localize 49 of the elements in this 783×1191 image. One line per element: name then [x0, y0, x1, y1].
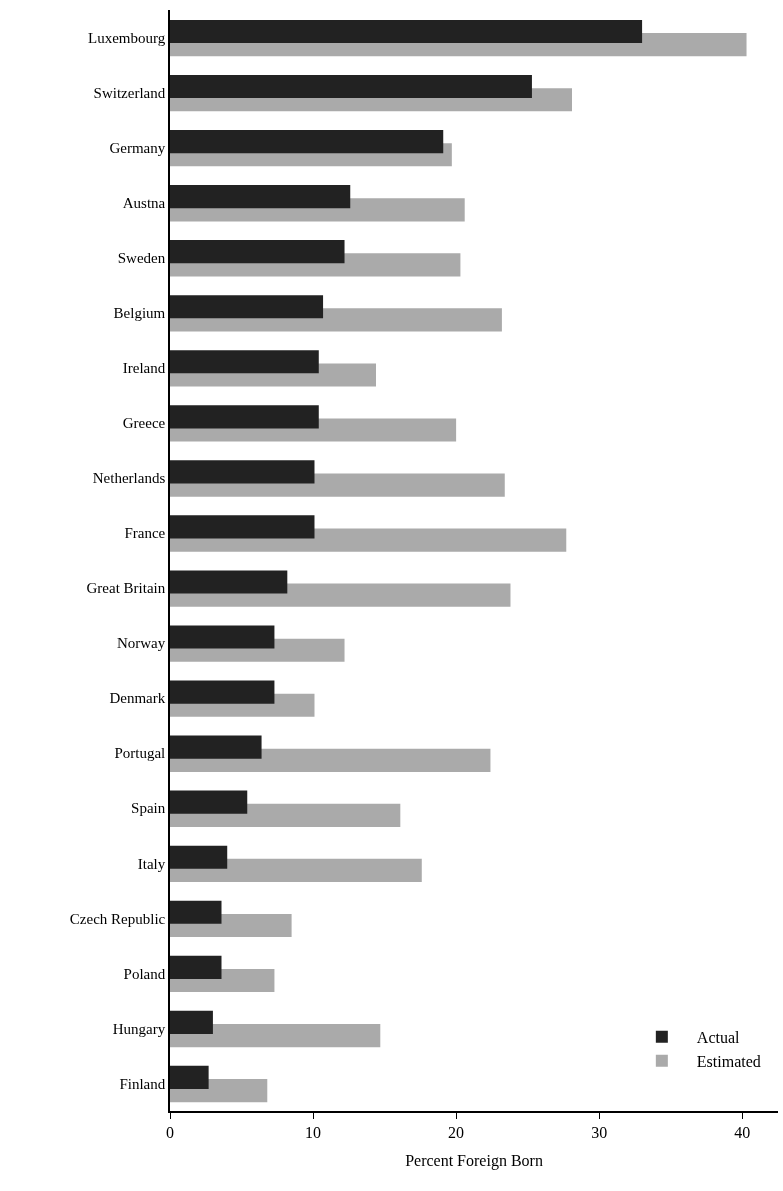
- bar: [170, 19, 643, 44]
- x-tick-label: 30: [591, 1123, 608, 1141]
- y-tick-label: Italy: [137, 855, 166, 872]
- bar: [170, 955, 222, 979]
- y-tick-label: France: [124, 525, 166, 542]
- bar: [170, 1024, 381, 1048]
- y-tick-label: Greece: [122, 415, 166, 432]
- bar: [170, 735, 262, 759]
- y-tick-label: Luxembourg: [88, 29, 166, 46]
- y-tick-label: Great Britain: [86, 580, 166, 597]
- legend-label: Estimated: [696, 1052, 761, 1070]
- bar: [170, 1065, 209, 1089]
- y-tick-label: Norway: [116, 635, 166, 652]
- y-tick-label: Czech Republic: [69, 910, 166, 927]
- bar: [170, 790, 248, 814]
- bar: [170, 1010, 213, 1034]
- bar: [170, 625, 275, 649]
- bar: [170, 74, 532, 99]
- y-tick-label: Finland: [119, 1075, 166, 1092]
- x-axis-title: Percent Foreign Born: [405, 1152, 543, 1171]
- y-tick-label: Austna: [122, 194, 166, 211]
- y-tick-label: Hungary: [112, 1020, 166, 1037]
- y-tick-label: Switzerland: [93, 84, 166, 101]
- bar: [170, 845, 228, 869]
- x-tick-label: 20: [448, 1123, 465, 1141]
- bar: [170, 680, 275, 704]
- x-tick-label: 10: [305, 1123, 322, 1141]
- y-tick-label: Germany: [109, 139, 166, 156]
- x-tick-label: 40: [734, 1123, 751, 1141]
- y-tick-label: Spain: [131, 800, 166, 817]
- bar: [170, 240, 345, 264]
- bar: [170, 570, 288, 594]
- bar: [170, 350, 319, 374]
- y-tick-label: Netherlands: [92, 470, 166, 487]
- bar: [170, 515, 315, 539]
- bar: [170, 295, 324, 319]
- y-tick-label: Sweden: [117, 249, 166, 266]
- bar: [170, 130, 444, 154]
- bar: [170, 900, 222, 924]
- bar: [170, 185, 351, 209]
- y-tick-label: Poland: [123, 965, 166, 982]
- legend-label: Actual: [696, 1029, 741, 1047]
- bar: [170, 460, 315, 484]
- x-tick-label: 0: [166, 1123, 174, 1141]
- y-tick-label: Denmark: [109, 690, 166, 707]
- bar: [170, 405, 319, 429]
- y-tick-label: Belgium: [113, 305, 166, 322]
- y-tick-label: Portugal: [114, 745, 166, 762]
- y-tick-label: Ireland: [122, 360, 166, 377]
